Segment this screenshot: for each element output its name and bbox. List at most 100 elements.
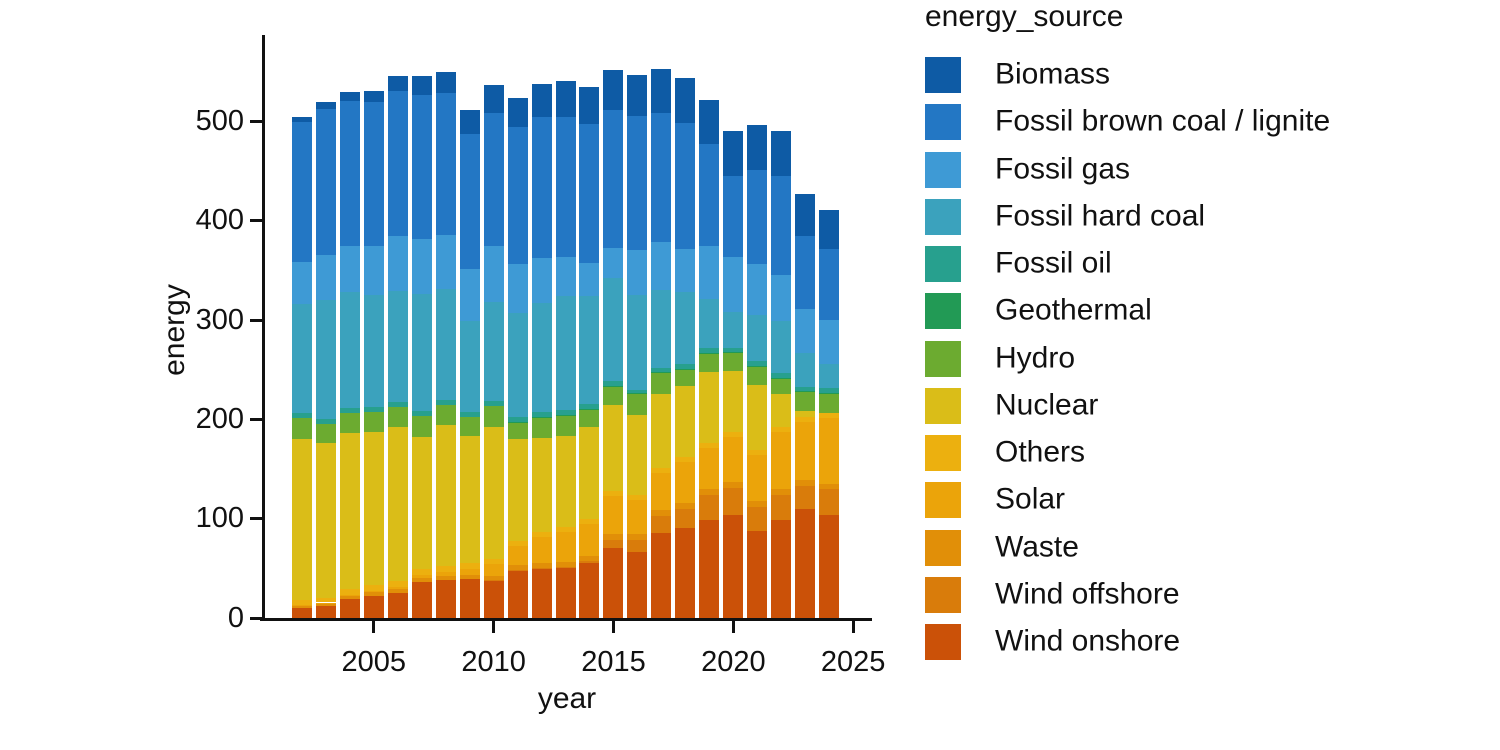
- bar-segment-wind-onshore-2004: [339, 599, 360, 619]
- bar-segment-fossil-hard-coal-2011: [507, 313, 528, 417]
- bar-segment-others-2024: [819, 413, 840, 419]
- bar-segment-solar-2005: [363, 590, 384, 592]
- bar-segment-geothermal-2015: [603, 385, 624, 387]
- legend-item: Waste: [925, 529, 1465, 566]
- bar-segment-biomass-2007: [411, 76, 432, 95]
- bar-segment-others-2003: [315, 597, 336, 603]
- legend-item: Nuclear: [925, 387, 1465, 424]
- bar-segment-fossil-hard-coal-2003: [315, 299, 336, 419]
- bar-segment-nuclear-2004: [339, 432, 360, 590]
- bar-segment-fossil-oil-2018: [675, 363, 696, 369]
- bar-segment-fossil-brown-coal-lignite-2013: [555, 116, 576, 257]
- bar-segment-wind-offshore-2023: [795, 485, 816, 509]
- bar-segment-hydro-2019: [699, 353, 720, 373]
- bar-segment-biomass-2011: [507, 98, 528, 128]
- bar-segment-hydro-2010: [483, 406, 504, 428]
- y-axis-title: energy: [158, 284, 191, 376]
- legend-label: Solar: [995, 482, 1066, 516]
- bar-segment-waste-2004: [339, 596, 360, 600]
- bar-segment-waste-2022: [771, 489, 792, 495]
- legend-label: Wind onshore: [995, 624, 1181, 658]
- bar-segment-hydro-2005: [363, 412, 384, 432]
- x-axis-line: [260, 618, 872, 621]
- legend-label: Fossil brown coal / lignite: [995, 104, 1331, 138]
- bar-segment-wind-onshore-2009: [459, 579, 480, 619]
- bar-segment-waste-2011: [507, 564, 528, 570]
- bar-segment-fossil-oil-2002: [291, 412, 312, 418]
- bar-segment-fossil-oil-2008: [435, 400, 456, 406]
- bar-segment-fossil-brown-coal-lignite-2019: [699, 144, 720, 246]
- legend-label: Geothermal: [995, 293, 1152, 327]
- bar-segment-fossil-hard-coal-2018: [675, 291, 696, 364]
- bar-segment-fossil-oil-2021: [747, 361, 768, 366]
- bar-segment-wind-offshore-2014: [579, 561, 600, 563]
- y-tick-mark: [250, 418, 262, 422]
- bar-segment-geothermal-2011: [507, 421, 528, 423]
- bar-segment-others-2005: [363, 584, 384, 591]
- legend-label: Fossil gas: [995, 151, 1131, 185]
- x-tick-label: 2025: [820, 646, 886, 678]
- bar-segment-solar-2019: [699, 447, 720, 490]
- bar-segment-waste-2018: [675, 503, 696, 510]
- bar-segment-wind-onshore-2018: [675, 528, 696, 619]
- y-tick-mark: [250, 616, 262, 620]
- bar-segment-hydro-2015: [603, 385, 624, 405]
- legend-item: Biomass: [925, 57, 1465, 93]
- bar-segment-biomass-2022: [771, 131, 792, 176]
- bar-segment-others-2016: [627, 494, 648, 500]
- bar-segment-wind-offshore-2020: [723, 488, 744, 516]
- bar-segment-others-2013: [555, 527, 576, 533]
- bar-segment-biomass-2008: [435, 72, 456, 94]
- legend-swatch-fossil-brown-coal-lignite: [925, 104, 961, 141]
- bar-segment-waste-2024: [819, 483, 840, 490]
- bar-segment-nuclear-2003: [315, 442, 336, 598]
- legend-label: Hydro: [995, 340, 1076, 374]
- bar-segment-waste-2020: [723, 482, 744, 489]
- bar-segment-others-2023: [795, 417, 816, 423]
- bar-segment-solar-2007: [411, 574, 432, 578]
- bar-segment-wind-onshore-2021: [747, 530, 768, 619]
- bar-segment-fossil-brown-coal-lignite-2023: [795, 235, 816, 310]
- bar-segment-fossil-hard-coal-2013: [555, 295, 576, 411]
- legend-swatch-nuclear: [925, 387, 961, 424]
- bar-segment-wind-onshore-2011: [507, 570, 528, 619]
- bar-segment-hydro-2007: [411, 415, 432, 437]
- y-tick-label: 200: [195, 403, 244, 436]
- bar-segment-waste-2008: [435, 575, 456, 581]
- bar-segment-fossil-oil-2011: [507, 416, 528, 422]
- bar-segment-others-2007: [411, 568, 432, 575]
- legend-label: Biomass: [995, 57, 1111, 91]
- bar-segment-fossil-hard-coal-2002: [291, 303, 312, 413]
- bar-segment-solar-2018: [675, 462, 696, 504]
- bar-segment-wind-offshore-2013: [555, 566, 576, 568]
- bar-segment-wind-onshore-2003: [315, 606, 336, 619]
- bar-segment-fossil-oil-2024: [819, 388, 840, 393]
- bar-segment-fossil-gas-2005: [363, 246, 384, 295]
- bar-segment-hydro-2021: [747, 365, 768, 386]
- bar-segment-others-2012: [531, 531, 552, 537]
- bar-segment-biomass-2023: [795, 193, 816, 236]
- bar-segment-fossil-brown-coal-lignite-2016: [627, 115, 648, 250]
- bar-segment-fossil-gas-2018: [675, 248, 696, 292]
- bar-segment-geothermal-2016: [627, 392, 648, 394]
- legend-title: energy_source: [925, 0, 1124, 33]
- legend-swatch-waste: [925, 529, 961, 566]
- bar-segment-biomass-2005: [363, 90, 384, 103]
- bar-segment-fossil-gas-2003: [315, 254, 336, 300]
- x-tick-mark: [851, 621, 855, 633]
- bar-segment-fossil-brown-coal-lignite-2017: [651, 112, 672, 242]
- bar-segment-geothermal-2024: [819, 392, 840, 394]
- x-axis-title: year: [537, 682, 597, 715]
- bar-segment-fossil-brown-coal-lignite-2018: [675, 122, 696, 249]
- y-tick-label: 400: [195, 204, 244, 237]
- legend-swatch-wind-offshore: [925, 576, 961, 613]
- bar-segment-solar-2013: [555, 532, 576, 562]
- bar-segment-fossil-oil-2020: [723, 347, 744, 353]
- legend-swatch-fossil-gas: [925, 151, 961, 188]
- bar-segment-hydro-2022: [771, 377, 792, 395]
- bar-segment-solar-2002: [291, 604, 312, 606]
- bar-segment-fossil-oil-2022: [771, 373, 792, 378]
- bar-segment-hydro-2011: [507, 421, 528, 440]
- bar-segment-others-2014: [579, 518, 600, 524]
- bar-segment-nuclear-2005: [363, 431, 384, 585]
